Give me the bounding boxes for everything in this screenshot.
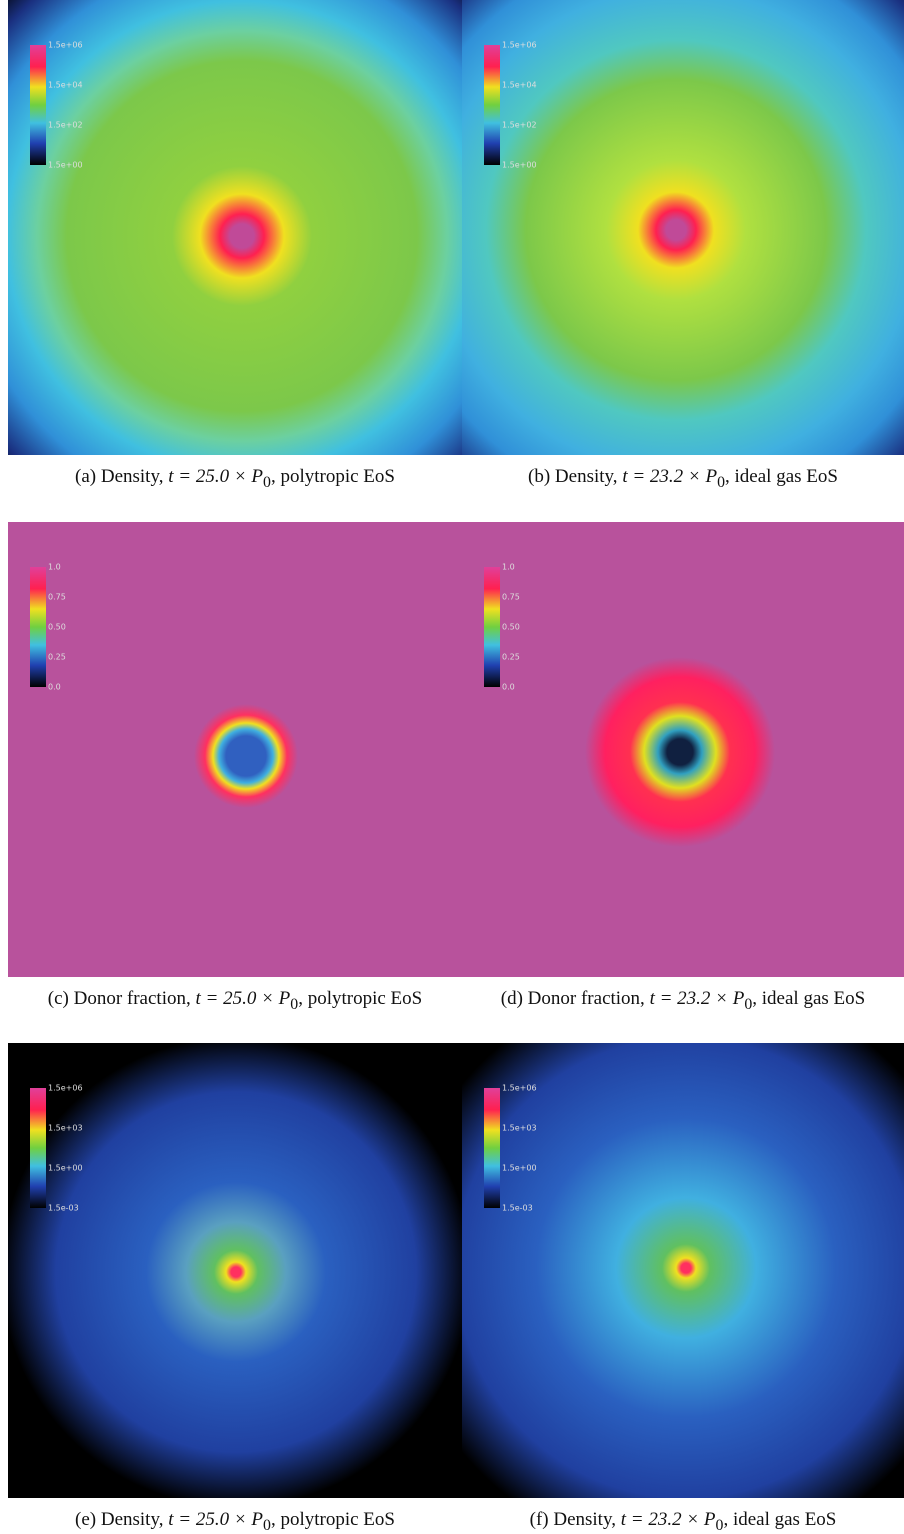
caption-subscript: 0 <box>715 1516 724 1534</box>
caption-text: (e) Density, <box>75 1509 169 1530</box>
colorbar-tick-label: 1.5e+06 <box>48 40 83 50</box>
colorbar-tick-label: 1.5e+04 <box>48 80 83 90</box>
colorbar-tick-label: 1.0 <box>502 562 515 572</box>
caption-math: t = 25.0 × P <box>168 1509 264 1530</box>
colorbar-tick-label: 1.5e+02 <box>502 120 537 130</box>
colorbar-tick-label: 0.25 <box>502 652 520 662</box>
caption: (d) Donor fraction, t = 23.2 × P0, ideal… <box>462 988 904 1014</box>
caption-text: , ideal gas EoS <box>723 1509 837 1530</box>
colorbar-tick-label: 1.5e+00 <box>48 160 83 170</box>
caption-math: t = 23.2 × P <box>622 466 718 487</box>
colorbar <box>484 1088 500 1208</box>
caption-text: , ideal gas EoS <box>725 466 838 487</box>
caption-text: , polytropic EoS <box>298 988 423 1009</box>
colorbar-tick-label: 1.5e+02 <box>48 120 83 130</box>
caption-text: (f) Density, <box>529 1509 621 1530</box>
colorbar-tick-label: 1.5e+00 <box>502 160 537 170</box>
simulation-image: 1.0 0.75 0.50 0.25 0.0 <box>462 522 904 977</box>
caption-math: t = 25.0 × P <box>195 988 291 1009</box>
caption-text: , polytropic EoS <box>270 466 395 487</box>
caption-subscript: 0 <box>290 995 299 1013</box>
caption: (b) Density, t = 23.2 × P0, ideal gas Eo… <box>462 466 904 492</box>
colorbar-tick-label: 1.5e+00 <box>48 1163 83 1173</box>
caption-subscript: 0 <box>263 473 271 491</box>
colorbar-tick-label: 0.0 <box>502 682 515 692</box>
colorbar-tick-label: 0.0 <box>48 682 61 692</box>
caption-subscript: 0 <box>717 473 726 491</box>
colorbar-tick-label: 1.5e+03 <box>48 1123 83 1133</box>
caption-text: , polytropic EoS <box>270 1509 395 1530</box>
caption-text: (a) Density, <box>75 466 169 487</box>
colorbar-tick-label: 1.5e+06 <box>502 1083 537 1093</box>
colorbar-tick-label: 1.5e+00 <box>502 1163 537 1173</box>
colorbar <box>30 567 46 687</box>
colorbar <box>484 567 500 687</box>
caption-math: t = 23.2 × P <box>649 988 745 1009</box>
simulation-image: 1.5e+06 1.5e+03 1.5e+00 1.5e-03 <box>8 1043 462 1498</box>
colorbar-tick-label: 1.5e-03 <box>48 1203 79 1213</box>
colorbar-tick-label: 0.75 <box>48 592 66 602</box>
caption-math: t = 25.0 × P <box>168 466 264 487</box>
colorbar-tick-label: 0.75 <box>502 592 520 602</box>
colorbar <box>30 1088 46 1208</box>
caption-subscript: 0 <box>263 1516 271 1534</box>
caption-text: (b) Density, <box>528 466 623 487</box>
caption: (c) Donor fraction, t = 25.0 × P0, polyt… <box>8 988 462 1014</box>
simulation-image: 1.0 0.75 0.50 0.25 0.0 <box>8 522 462 977</box>
simulation-image: 1.5e+06 1.5e+03 1.5e+00 1.5e-03 <box>462 1043 904 1498</box>
colorbar-tick-label: 1.0 <box>48 562 61 572</box>
simulation-image: 1.5e+06 1.5e+04 1.5e+02 1.5e+00 <box>462 0 904 455</box>
colorbar-tick-label: 1.5e+04 <box>502 80 537 90</box>
colorbar-tick-label: 1.5e-03 <box>502 1203 533 1213</box>
colorbar-tick-label: 1.5e+06 <box>48 1083 83 1093</box>
simulation-image: 1.5e+06 1.5e+04 1.5e+02 1.5e+00 <box>8 0 462 455</box>
caption-text: , ideal gas EoS <box>752 988 866 1009</box>
colorbar-tick-label: 0.50 <box>48 622 66 632</box>
caption-text: (c) Donor fraction, <box>47 988 196 1009</box>
caption-math: t = 23.2 × P <box>620 1509 716 1530</box>
colorbar-tick-label: 1.5e+06 <box>502 40 537 50</box>
caption: (f) Density, t = 23.2 × P0, ideal gas Eo… <box>462 1509 904 1534</box>
colorbar-tick-label: 0.50 <box>502 622 520 632</box>
caption: (a) Density, t = 25.0 × P0, polytropic E… <box>8 466 462 492</box>
colorbar <box>30 45 46 165</box>
caption-subscript: 0 <box>744 995 753 1013</box>
caption-text: (d) Donor fraction, <box>500 988 650 1009</box>
colorbar <box>484 45 500 165</box>
caption: (e) Density, t = 25.0 × P0, polytropic E… <box>8 1509 462 1534</box>
colorbar-tick-label: 1.5e+03 <box>502 1123 537 1133</box>
colorbar-tick-label: 0.25 <box>48 652 66 662</box>
